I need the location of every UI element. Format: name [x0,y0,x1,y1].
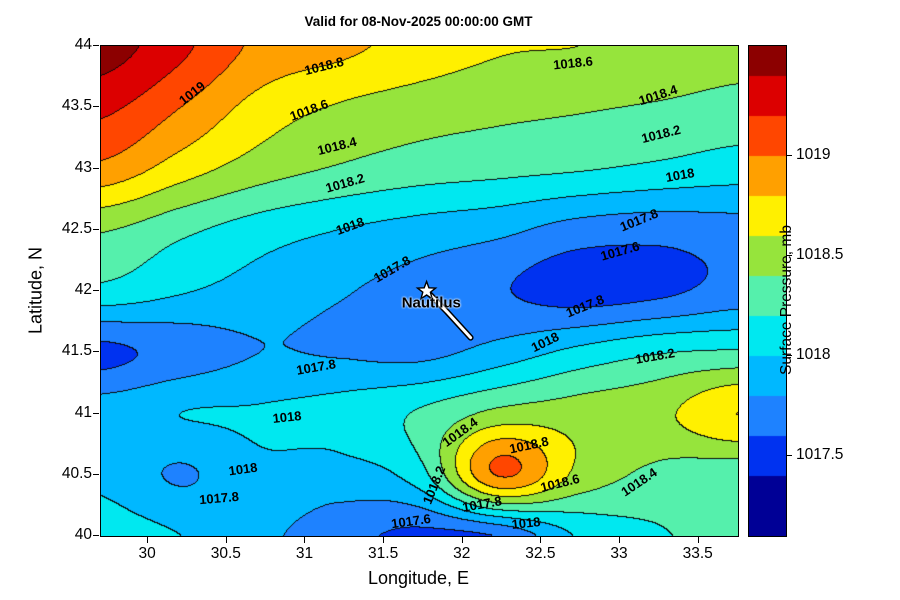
x-tick-label: 30 [138,545,156,562]
plot-title: Valid for 08-Nov-2025 00:00:00 GMT [304,14,533,29]
x-tick-label: 33 [610,545,628,562]
y-tick-label: 41 [74,403,92,421]
x-tick-label: 30.5 [210,545,241,562]
x-tick-mark [697,537,699,543]
colorbar-tick-label: 1018.5 [796,246,844,263]
ship-star-icon [415,279,438,301]
colorbar [748,45,787,537]
contour-label: 1018 [510,513,541,532]
colorbar-tick-label: 1019 [796,146,831,163]
colorbar-tick-mark [787,155,792,156]
y-tick-mark [93,290,99,291]
ship-track [425,289,473,340]
x-axis-label: Longitude, E [367,568,470,588]
x-tick-mark [147,537,149,543]
colorbar-label: Surface Pressure, mb [778,225,795,375]
x-tick-label: 31 [295,545,314,562]
y-tick-label: 40 [74,526,92,543]
x-tick-mark [461,537,463,543]
plot-area: 1019 1018.8 1018.6 1018.4 1018.2 1018 1017.8 10… [100,45,739,537]
colorbar-tick-label: 1018 [796,346,831,363]
x-tick-label: 33.5 [682,545,713,562]
x-tick-label: 31.5 [368,545,399,562]
colorbar-tick-mark [787,455,792,456]
x-tick-label: 32 [453,545,471,562]
y-tick-mark [93,45,99,46]
colorbar-tick-mark [787,255,792,256]
x-tick-label: 32.5 [525,545,556,562]
y-tick-mark [93,412,99,414]
colorbar-tick-mark [787,355,792,356]
x-tick-mark [619,537,621,543]
colorbar-tick-label: 1017.5 [796,446,844,463]
x-tick-mark [540,537,542,543]
y-tick-label: 42.5 [61,219,92,237]
marker-label: Nautilus [401,294,461,312]
y-tick-mark [93,473,99,475]
contour-label: 1018 [271,408,302,427]
y-tick-label: 40.5 [61,464,92,482]
y-tick-label: 42 [74,281,92,298]
ship-track-overlay [415,279,474,341]
y-tick-mark [93,351,99,353]
y-tick-mark [93,167,99,169]
y-tick-mark [93,106,99,108]
x-tick-mark [383,537,385,543]
y-tick-mark [93,228,99,230]
y-tick-mark [93,535,99,536]
y-tick-label: 44 [74,36,92,53]
colorbar-canvas [749,46,786,536]
x-tick-mark [225,537,227,543]
x-tick-mark [304,537,306,543]
y-tick-label: 41.5 [61,342,92,360]
y-tick-label: 43.5 [61,97,92,115]
y-tick-label: 43 [74,158,92,176]
contour-canvas [101,46,738,536]
